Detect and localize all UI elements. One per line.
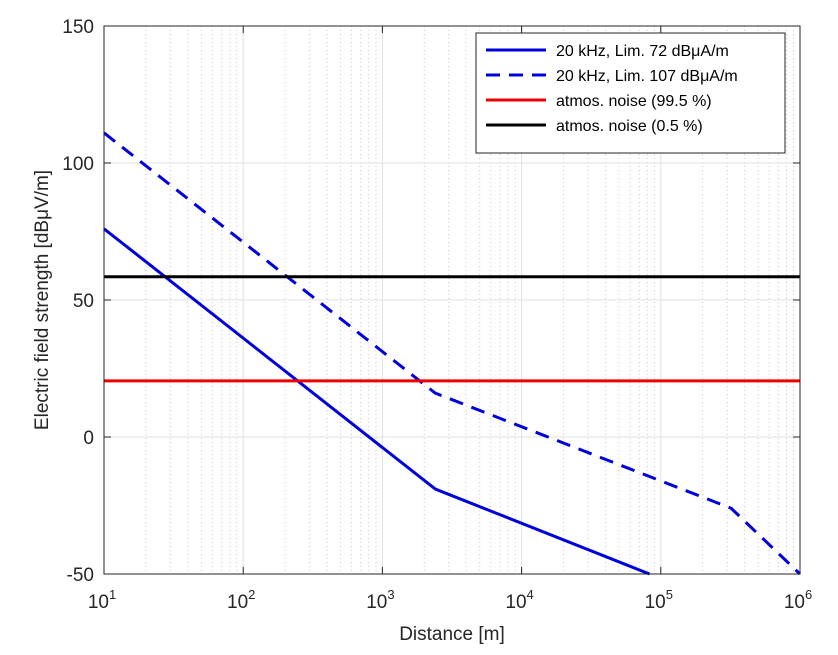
legend-label-4: atmos. noise (0.5 %) — [556, 118, 703, 135]
series-line-2 — [103, 131, 802, 576]
y-tick-label: 0 — [83, 428, 94, 449]
legend-entries: 20 kHz, Lim. 72 dBμA/m 20 kHz, Lim. 107 d… — [486, 43, 738, 135]
legend-box — [475, 32, 786, 154]
legend: 20 kHz, Lim. 72 dBμA/m 20 kHz, Lim. 107 d… — [475, 32, 786, 154]
x-tick-label: 105 — [645, 587, 673, 613]
x-tick-label: 106 — [784, 587, 812, 613]
x-axis-label: Distance [m] — [399, 624, 505, 645]
y-tick-label: 150 — [62, 17, 94, 38]
legend-label-2: 20 kHz, Lim. 107 dBμA/m — [556, 68, 738, 85]
x-tick-label: 104 — [505, 587, 533, 613]
series-line-1 — [103, 227, 651, 576]
legend-label-3: atmos. noise (99.5 %) — [556, 93, 712, 110]
y-tick-label: 100 — [62, 154, 94, 175]
x-tick-label: 103 — [366, 587, 394, 613]
x-tick-label: 102 — [227, 587, 255, 613]
x-tick-label: 101 — [88, 587, 116, 613]
series-layer — [103, 131, 802, 576]
y-tick-label: 50 — [73, 291, 94, 312]
y-tick-label: -50 — [67, 565, 94, 586]
legend-label-1: 20 kHz, Lim. 72 dBμA/m — [556, 43, 729, 60]
ticks: 101 102 103 104 105 106 -50 0 50 100 150 — [62, 17, 812, 613]
y-axis-label: Electric field strength [dBμV/m] — [32, 170, 53, 430]
